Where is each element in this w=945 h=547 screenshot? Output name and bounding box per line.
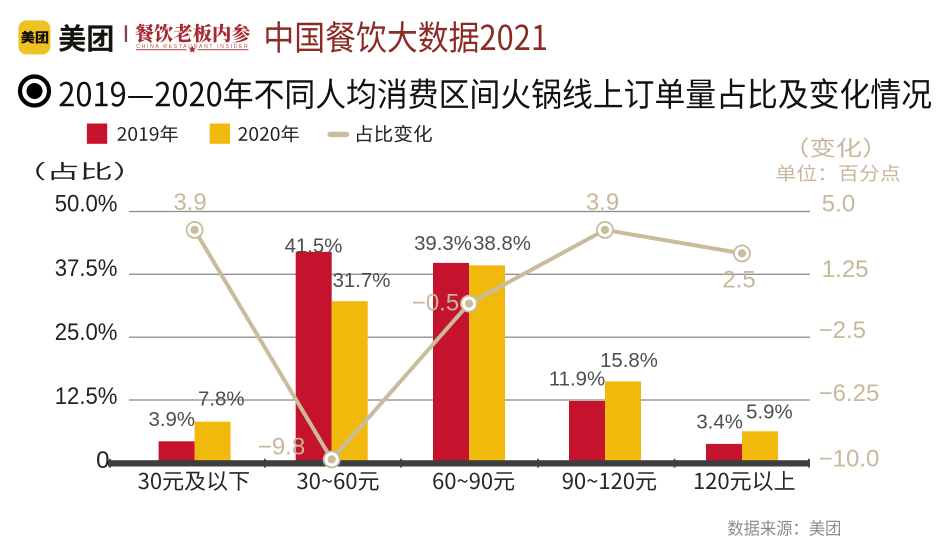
svg-text:7.8%: 7.8% [198, 389, 244, 411]
svg-text:3.4%: 3.4% [696, 412, 742, 434]
svg-text:50.0%: 50.0% [55, 190, 118, 217]
svg-text:−0.5: −0.5 [412, 290, 459, 317]
svg-text:12.5%: 12.5% [55, 383, 118, 410]
svg-text:38.8%: 38.8% [473, 233, 531, 255]
svg-text:−6.25: −6.25 [819, 380, 880, 407]
svg-text:39.3%: 39.3% [414, 233, 472, 255]
svg-text:−2.5: −2.5 [819, 317, 866, 344]
svg-text:0: 0 [96, 447, 109, 474]
svg-text:5.0: 5.0 [822, 191, 855, 218]
svg-text:11.9%: 11.9% [549, 369, 605, 391]
svg-text:3.9%: 3.9% [149, 409, 195, 431]
svg-text:31.7%: 31.7% [333, 270, 391, 292]
svg-text:3.9: 3.9 [173, 189, 206, 216]
svg-text:−9.8: −9.8 [258, 433, 305, 460]
svg-text:1.25: 1.25 [822, 256, 869, 283]
svg-text:−10.0: −10.0 [819, 446, 880, 473]
svg-text:41.5%: 41.5% [285, 236, 343, 258]
svg-text:5.9%: 5.9% [746, 402, 792, 424]
svg-text:15.8%: 15.8% [600, 350, 658, 372]
svg-text:3.9: 3.9 [586, 189, 619, 216]
svg-text:37.5%: 37.5% [55, 255, 118, 282]
svg-text:2.5: 2.5 [722, 267, 755, 294]
svg-text:25.0%: 25.0% [55, 319, 118, 346]
